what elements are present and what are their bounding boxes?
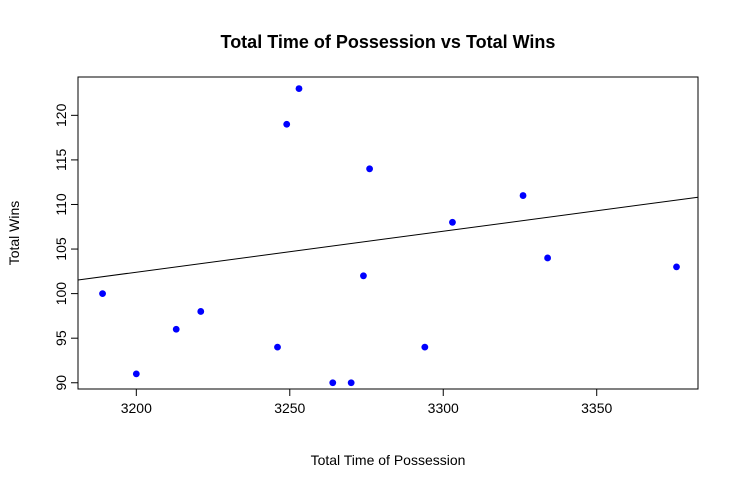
x-axis: 3200 3250 3300 3350 xyxy=(121,388,612,416)
data-point xyxy=(366,165,373,173)
data-point xyxy=(197,308,205,315)
data-point xyxy=(329,379,337,387)
data-point xyxy=(519,192,527,199)
data-point xyxy=(295,85,303,92)
chart-title: Total Time of Possession vs Total Wins xyxy=(221,32,556,52)
y-tick-label: 90 xyxy=(53,375,69,391)
data-point xyxy=(283,120,291,128)
y-axis-label: Total Wins xyxy=(6,201,22,266)
data-point xyxy=(99,290,106,298)
data-point xyxy=(172,325,180,333)
data-point xyxy=(274,343,281,351)
x-tick-label: 3350 xyxy=(581,400,612,416)
y-tick-label: 110 xyxy=(53,193,69,216)
plot-area xyxy=(77,76,699,390)
x-axis-label: Total Time of Possession xyxy=(311,452,466,468)
x-tick-label: 3300 xyxy=(428,400,459,416)
data-point xyxy=(421,343,429,351)
data-point xyxy=(449,218,456,226)
y-tick-label: 100 xyxy=(53,282,69,306)
x-tick-label: 3250 xyxy=(274,400,305,416)
points-group xyxy=(99,85,680,387)
data-point xyxy=(673,263,680,271)
x-tick-label: 3200 xyxy=(121,400,152,416)
y-tick-label: 105 xyxy=(53,237,69,261)
data-point xyxy=(347,379,355,387)
data-point xyxy=(132,370,140,378)
y-tick-label: 95 xyxy=(53,330,69,346)
plot-frame xyxy=(77,76,699,390)
y-axis: 90 95 100 105 110 115 120 xyxy=(53,103,79,391)
regression-line xyxy=(77,196,699,281)
y-tick-label: 120 xyxy=(53,103,69,127)
data-point xyxy=(360,272,367,280)
data-point xyxy=(544,254,552,262)
y-tick-label: 115 xyxy=(53,149,69,172)
